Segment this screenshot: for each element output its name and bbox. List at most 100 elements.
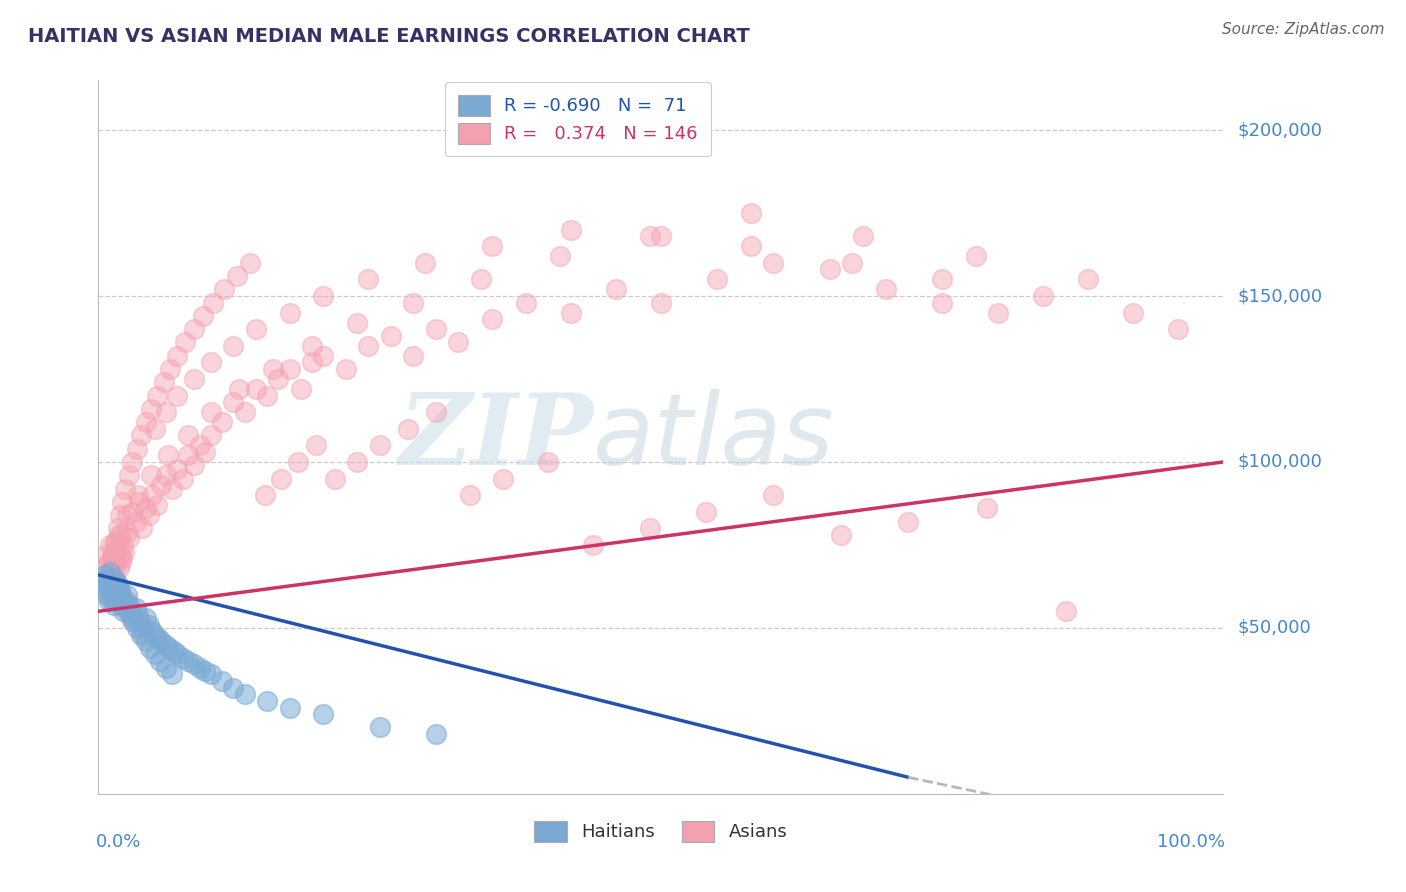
Point <box>537 455 560 469</box>
Point <box>166 349 188 363</box>
Point <box>115 588 138 602</box>
Point <box>114 601 136 615</box>
Text: $200,000: $200,000 <box>1237 121 1322 139</box>
Point <box>115 524 138 539</box>
Point <box>1032 289 1054 303</box>
Point <box>141 488 163 502</box>
Point <box>470 272 492 286</box>
Point <box>256 388 278 402</box>
Point <box>1167 322 1189 336</box>
Point <box>346 316 368 330</box>
Point <box>157 448 180 462</box>
Point <box>101 571 124 585</box>
Point <box>97 555 120 569</box>
Point <box>740 239 762 253</box>
Point <box>127 607 149 622</box>
Point <box>278 362 301 376</box>
Point <box>101 548 124 562</box>
Point <box>481 312 503 326</box>
Point <box>108 584 131 599</box>
Point <box>256 694 278 708</box>
Point <box>214 282 236 296</box>
Point <box>107 521 129 535</box>
Point <box>931 272 953 286</box>
Point <box>111 598 134 612</box>
Point <box>245 382 267 396</box>
Point <box>111 551 134 566</box>
Point <box>194 664 217 678</box>
Point <box>150 634 173 648</box>
Point <box>425 727 447 741</box>
Point <box>135 611 157 625</box>
Point <box>897 515 920 529</box>
Point <box>146 631 169 645</box>
Point <box>110 588 132 602</box>
Point <box>976 501 998 516</box>
Point <box>188 661 211 675</box>
Point <box>138 617 160 632</box>
Point <box>93 581 115 595</box>
Point <box>112 538 135 552</box>
Point <box>107 581 129 595</box>
Point <box>105 574 128 589</box>
Point <box>228 382 250 396</box>
Point <box>110 591 132 605</box>
Point <box>112 544 135 558</box>
Point <box>188 438 211 452</box>
Point <box>118 607 141 622</box>
Point <box>335 362 357 376</box>
Point <box>157 640 180 655</box>
Point <box>127 488 149 502</box>
Text: $150,000: $150,000 <box>1237 287 1322 305</box>
Point <box>132 627 155 641</box>
Point <box>301 339 323 353</box>
Point <box>94 567 117 582</box>
Point <box>96 578 118 592</box>
Point <box>458 488 481 502</box>
Point <box>650 229 672 244</box>
Point <box>112 604 135 618</box>
Point <box>183 322 205 336</box>
Point <box>96 571 118 585</box>
Point <box>447 335 470 350</box>
Point <box>222 395 245 409</box>
Point <box>413 256 436 270</box>
Point <box>200 428 222 442</box>
Point <box>875 282 897 296</box>
Point <box>124 515 146 529</box>
Point <box>380 329 402 343</box>
Point <box>287 455 309 469</box>
Point <box>98 588 121 602</box>
Point <box>301 355 323 369</box>
Point <box>695 505 717 519</box>
Point <box>118 531 141 545</box>
Point <box>166 461 188 475</box>
Point <box>183 458 205 473</box>
Point <box>233 687 256 701</box>
Text: HAITIAN VS ASIAN MEDIAN MALE EARNINGS CORRELATION CHART: HAITIAN VS ASIAN MEDIAN MALE EARNINGS CO… <box>28 27 749 45</box>
Point <box>129 615 152 629</box>
Point <box>101 558 124 572</box>
Point <box>1077 272 1099 286</box>
Point <box>105 555 128 569</box>
Point <box>548 249 571 263</box>
Point <box>110 555 132 569</box>
Point <box>830 528 852 542</box>
Point <box>115 508 138 522</box>
Point <box>368 438 391 452</box>
Point <box>152 376 174 390</box>
Point <box>818 262 841 277</box>
Point <box>841 256 863 270</box>
Point <box>105 588 128 602</box>
Point <box>931 295 953 310</box>
Point <box>166 388 188 402</box>
Point <box>115 601 138 615</box>
Text: 100.0%: 100.0% <box>1157 833 1226 851</box>
Point <box>96 574 118 589</box>
Point <box>987 305 1010 319</box>
Point <box>98 578 121 592</box>
Point <box>129 428 152 442</box>
Point <box>492 472 515 486</box>
Point <box>323 472 346 486</box>
Point <box>312 289 335 303</box>
